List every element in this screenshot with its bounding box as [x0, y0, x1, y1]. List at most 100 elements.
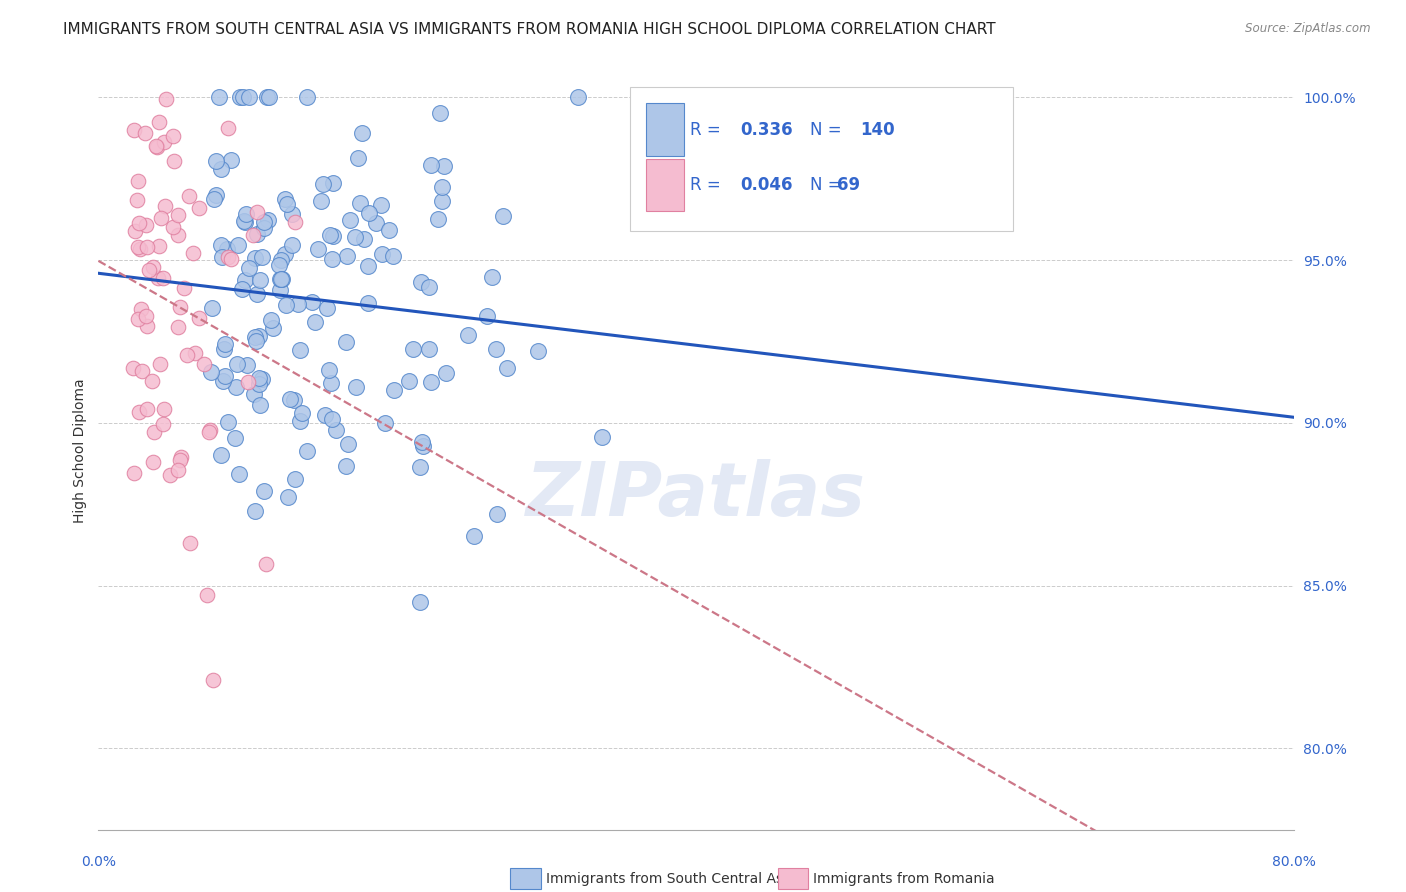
Point — [429, 106, 451, 120]
Point — [122, 123, 145, 137]
Point — [124, 466, 146, 480]
Point — [336, 249, 359, 263]
Text: 140: 140 — [859, 120, 894, 138]
Point — [457, 327, 479, 342]
Point — [398, 374, 420, 388]
Point — [290, 414, 312, 428]
Y-axis label: High School Diploma: High School Diploma — [73, 378, 87, 523]
Point — [176, 348, 198, 362]
Point — [188, 201, 211, 215]
Point — [209, 238, 232, 252]
Point — [260, 313, 283, 327]
Point — [304, 315, 326, 329]
Point — [290, 343, 312, 357]
Point — [153, 199, 176, 213]
Point — [138, 263, 160, 277]
Point — [173, 281, 195, 295]
Point — [142, 425, 165, 439]
Point — [257, 90, 280, 104]
Point — [124, 224, 146, 238]
Point — [411, 435, 433, 450]
Text: Immigrants from South Central Asia: Immigrants from South Central Asia — [546, 871, 796, 886]
Point — [409, 594, 432, 608]
Point — [273, 247, 295, 261]
Point — [430, 180, 453, 194]
Point — [231, 283, 253, 297]
Point — [201, 301, 224, 315]
Point — [254, 557, 277, 571]
Point — [350, 126, 373, 140]
Point — [336, 436, 359, 450]
Point — [475, 310, 498, 324]
Point — [319, 228, 342, 243]
Point — [204, 153, 226, 168]
Point — [217, 415, 239, 429]
Point — [242, 228, 264, 243]
Point — [221, 252, 243, 266]
Point — [433, 159, 456, 173]
Point — [256, 90, 278, 104]
Point — [211, 251, 233, 265]
Point — [235, 273, 257, 287]
Point — [344, 230, 367, 244]
Point — [212, 342, 235, 356]
Point — [316, 301, 339, 315]
Point — [486, 507, 509, 521]
Point — [295, 90, 318, 104]
Point — [127, 174, 149, 188]
Point — [245, 251, 267, 265]
Point — [146, 271, 169, 285]
Point — [335, 459, 357, 474]
Point — [226, 237, 249, 252]
Point — [181, 246, 204, 260]
Point — [243, 386, 266, 401]
Point — [150, 211, 173, 226]
Point — [135, 218, 157, 232]
Text: Immigrants from Romania: Immigrants from Romania — [813, 871, 994, 886]
Point — [325, 423, 347, 437]
Point — [402, 343, 425, 357]
Point — [233, 214, 256, 228]
Point — [135, 309, 157, 323]
Point — [219, 153, 242, 168]
Point — [169, 300, 191, 314]
Point — [307, 242, 329, 256]
Point — [287, 297, 309, 311]
Text: 0.046: 0.046 — [740, 176, 793, 194]
Point — [322, 176, 344, 190]
Point — [277, 491, 299, 505]
Text: 69: 69 — [837, 176, 859, 194]
Point — [276, 197, 298, 211]
Point — [297, 444, 319, 458]
Point — [197, 425, 219, 440]
Point — [434, 367, 457, 381]
Point — [463, 529, 485, 543]
Point — [166, 463, 188, 477]
Point — [209, 448, 232, 462]
Point — [278, 392, 301, 406]
Point — [153, 401, 176, 416]
Point — [249, 273, 271, 287]
Point — [250, 250, 273, 264]
Point — [430, 194, 453, 209]
Text: R =: R = — [690, 176, 725, 194]
Point — [381, 249, 404, 263]
Point — [162, 220, 184, 235]
Point — [195, 588, 218, 602]
Point — [301, 295, 323, 310]
Point — [145, 139, 167, 153]
Point — [131, 364, 153, 378]
Point — [149, 357, 172, 371]
Point — [228, 467, 250, 482]
Point — [162, 129, 184, 144]
Text: 0.336: 0.336 — [740, 120, 793, 138]
Point — [420, 158, 443, 172]
Point — [349, 196, 371, 211]
Point — [246, 227, 269, 242]
Point — [321, 252, 343, 267]
Point — [378, 223, 401, 237]
Point — [322, 229, 344, 244]
Point — [127, 240, 149, 254]
Point — [136, 402, 159, 417]
Text: Source: ZipAtlas.com: Source: ZipAtlas.com — [1246, 22, 1371, 36]
